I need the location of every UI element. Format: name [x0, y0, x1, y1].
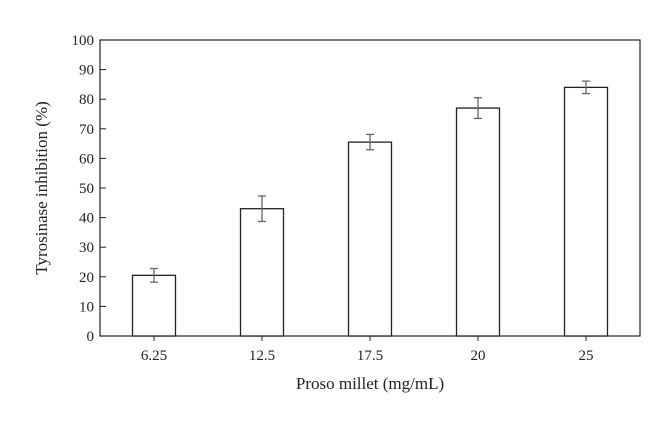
- y-tick-label: 30: [79, 240, 94, 256]
- x-tick-label: 17.5: [357, 348, 383, 364]
- error-bars: [150, 80, 590, 283]
- bar-6.25: [131, 274, 177, 337]
- bar-12.5: [239, 208, 285, 337]
- y-tick-label: 50: [79, 181, 94, 197]
- y-axis-title: Tyrosinase inhibition (%): [32, 101, 51, 275]
- y-tick-label: 10: [79, 299, 94, 315]
- y-axis-ticks: 0 10 20 30 40 50 60 70 80 90 100: [72, 33, 106, 345]
- error-bar-25: [582, 80, 590, 95]
- error-bar-6.25: [150, 267, 158, 283]
- error-bar-12.5: [258, 195, 266, 223]
- error-bar-17.5: [366, 133, 374, 151]
- y-tick-label: 60: [79, 151, 94, 167]
- x-tick-label: 12.5: [249, 348, 275, 364]
- x-tick-label: 25: [579, 348, 594, 364]
- y-tick-label: 90: [79, 63, 94, 79]
- bar-20: [455, 107, 501, 337]
- x-axis-ticks: 6.25 12.5 17.5 20 25: [141, 336, 594, 364]
- y-tick-label: 0: [87, 329, 95, 345]
- bar-17.5: [347, 141, 393, 337]
- x-axis-title: Proso millet (mg/mL): [296, 374, 444, 393]
- bar-25: [563, 86, 609, 337]
- y-tick-label: 40: [79, 211, 94, 227]
- y-tick-label: 20: [79, 270, 94, 286]
- y-tick-label: 100: [72, 33, 95, 49]
- x-tick-label: 20: [471, 348, 486, 364]
- y-tick-label: 80: [79, 92, 94, 108]
- y-tick-label: 70: [79, 122, 94, 138]
- bars: [131, 86, 609, 337]
- x-tick-label: 6.25: [141, 348, 167, 364]
- error-bar-20: [474, 97, 482, 120]
